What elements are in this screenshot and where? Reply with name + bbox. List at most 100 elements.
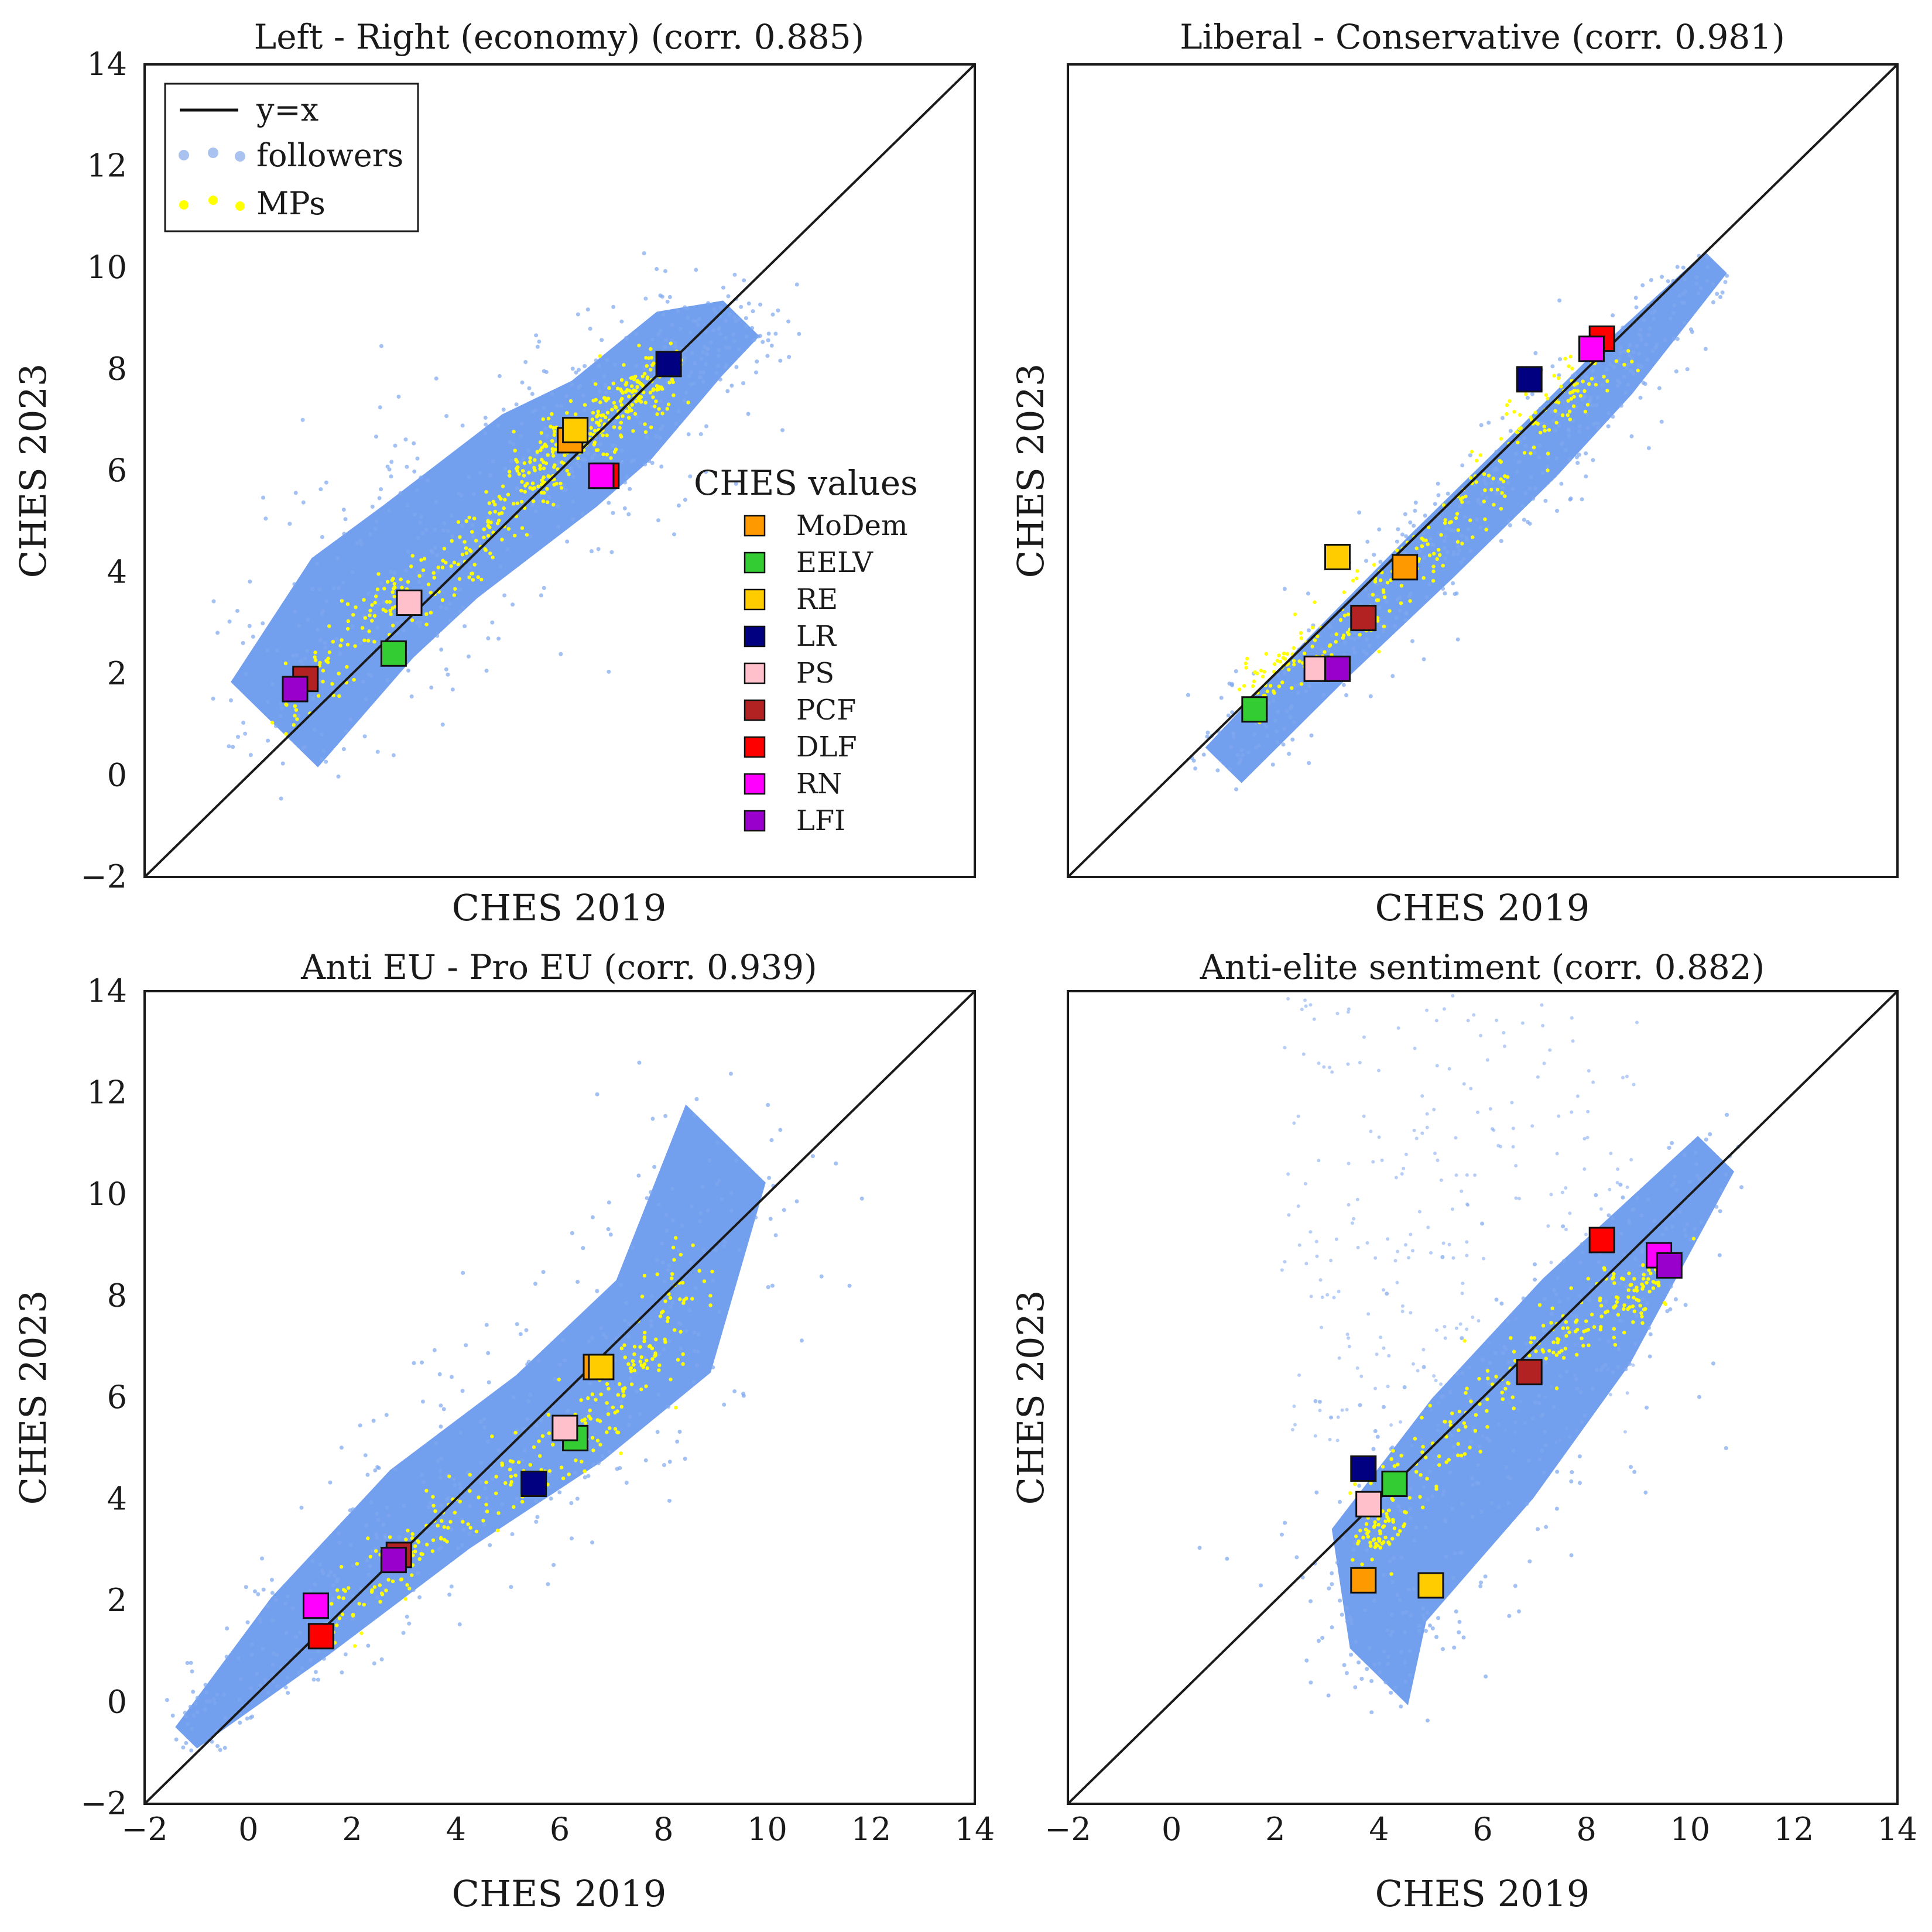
- party-marker-ps: [1355, 1491, 1382, 1517]
- party-marker-rn: [588, 463, 615, 489]
- x-tick-label: 4: [446, 1811, 466, 1848]
- ches-swatch-modem: [744, 515, 766, 537]
- y-tick-label: 10: [87, 1176, 127, 1212]
- party-marker-lr: [1516, 366, 1543, 393]
- party-marker-eelv: [1241, 696, 1268, 723]
- party-marker-re: [588, 1354, 615, 1381]
- y-tick-label: 6: [107, 452, 127, 489]
- ches-swatch-pcf: [744, 699, 766, 721]
- legend-followers-swatch: [179, 148, 245, 162]
- party-marker-modem: [1350, 1567, 1377, 1594]
- party-marker-lfi: [282, 676, 309, 703]
- legend-mps-swatch: [179, 196, 245, 211]
- ches-values-legend: CHES values MoDem EELV RE LR PS PCF DLF RN LFI: [694, 463, 918, 837]
- y-tick-label: 0: [107, 757, 127, 794]
- panel-left-right: Left - Right (economy) (corr. 0.885) 141…: [12, 17, 976, 929]
- ches-label-ps: PS: [796, 657, 834, 690]
- axes-frame: [1067, 63, 1899, 878]
- y-tick-label: 2: [107, 655, 127, 692]
- y-tick-label: −2: [80, 1785, 127, 1822]
- legend-label: y=x: [256, 91, 318, 128]
- panel-title: Anti-elite sentiment (corr. 0.882): [1200, 947, 1765, 987]
- x-axis-label: CHES 2019: [452, 886, 667, 929]
- party-marker-lr: [655, 351, 682, 378]
- party-marker-dlf: [307, 1623, 334, 1650]
- ches-swatch-dlf: [744, 736, 766, 758]
- y-tick-labels: 14 12 10 8 6 4 2 0 −2: [80, 972, 127, 1822]
- identity-line: [1068, 64, 1897, 877]
- plot-area: [145, 64, 975, 877]
- panel-liberal-conservative: Liberal - Conservative (corr. 0.981) CHE…: [1009, 17, 1899, 929]
- party-marker-ps: [396, 590, 423, 616]
- x-tick-label: 6: [550, 1811, 570, 1848]
- ches-legend-items: MoDem EELV RE LR PS PCF DLF RN LFI: [744, 509, 907, 837]
- y-tick-label: −2: [80, 858, 127, 895]
- x-tick-labels: −2 0 2 4 6 8 10 12 14: [121, 1811, 995, 1848]
- panel-anti-elite-sentiment: Anti-elite sentiment (corr. 0.882) −2 0 2 4…: [1009, 947, 1917, 1915]
- identity-line: [145, 64, 975, 877]
- party-marker-lfi: [380, 1547, 407, 1574]
- plot-area: [1068, 64, 1897, 877]
- x-tick-label: −2: [121, 1811, 168, 1848]
- plot-area: [145, 991, 975, 1804]
- x-tick-label: 6: [1472, 1811, 1492, 1848]
- followers-points: [211, 251, 801, 801]
- party-marker-pcf: [1350, 605, 1377, 632]
- ches-legend-title: CHES values: [694, 463, 918, 503]
- party-marker-modem: [1392, 554, 1419, 581]
- party-marker-re: [1417, 1572, 1444, 1599]
- party-marker-dlf: [1588, 1227, 1615, 1253]
- party-marker-eelv: [380, 640, 407, 667]
- y-tick-label: 10: [87, 249, 127, 286]
- panel-anti-eu-pro-eu: Anti EU - Pro EU (corr. 0.939) 14 12 10 8 6 4…: [12, 947, 995, 1915]
- ches-swatch-re: [744, 588, 766, 611]
- ches-label-pcf: PCF: [796, 694, 856, 727]
- x-tick-label: −2: [1044, 1811, 1091, 1848]
- y-tick-label: 12: [87, 148, 127, 184]
- ches-swatch-eelv: [744, 551, 766, 574]
- ches-swatch-ps: [744, 662, 766, 684]
- party-marker-eelv: [1381, 1470, 1408, 1497]
- followers-cloud: [175, 1104, 766, 1749]
- party-marker-rn: [1578, 335, 1605, 362]
- x-tick-label: 14: [1878, 1811, 1918, 1848]
- x-axis-label: CHES 2019: [1375, 1872, 1590, 1915]
- ches-label-modem: MoDem: [796, 509, 907, 542]
- ches-swatch-lfi: [744, 810, 766, 832]
- party-marker-lfi: [1656, 1252, 1683, 1279]
- x-tick-labels: −2 0 2 4 6 8 10 12 14: [1044, 1811, 1917, 1848]
- axes-frame: [143, 63, 976, 878]
- x-tick-label: 12: [851, 1811, 891, 1848]
- y-tick-label: 8: [107, 1277, 127, 1314]
- ches-label-re: RE: [796, 583, 838, 616]
- legend-label: followers: [256, 137, 403, 174]
- panel-title: Left - Right (economy) (corr. 0.885): [254, 17, 865, 57]
- ches-label-dlf: DLF: [796, 731, 857, 763]
- legend: y=x followers MPs: [164, 83, 419, 232]
- identity-line: [145, 991, 975, 1804]
- legend-box: [164, 83, 419, 232]
- party-marker-lr: [1350, 1455, 1377, 1482]
- ches-label-eelv: EELV: [796, 546, 873, 579]
- party-marker-ps: [551, 1414, 578, 1441]
- y-axis-label: CHES 2023: [1009, 364, 1052, 578]
- party-marker-re: [1324, 543, 1351, 570]
- y-axis-label: CHES 2023: [1009, 1290, 1052, 1505]
- ches-label-lfi: LFI: [796, 804, 845, 837]
- y-tick-label: 8: [107, 351, 127, 388]
- x-tick-label: 12: [1774, 1811, 1814, 1848]
- y-tick-label: 4: [107, 1481, 127, 1517]
- y-tick-label: 0: [107, 1684, 127, 1721]
- party-marker-lfi: [1324, 655, 1351, 682]
- x-tick-label: 2: [342, 1811, 362, 1848]
- ches-swatch-lr: [744, 625, 766, 648]
- y-tick-labels: 14 12 10 8 6 4 2 0 −2: [80, 46, 127, 895]
- x-tick-label: 10: [747, 1811, 787, 1848]
- y-tick-label: 4: [107, 554, 127, 591]
- party-marker-re: [562, 417, 589, 444]
- y-tick-label: 6: [107, 1379, 127, 1416]
- x-tick-label: 8: [653, 1811, 673, 1848]
- panel-title: Liberal - Conservative (corr. 0.981): [1180, 17, 1785, 57]
- panel-title: Anti EU - Pro EU (corr. 0.939): [300, 947, 817, 987]
